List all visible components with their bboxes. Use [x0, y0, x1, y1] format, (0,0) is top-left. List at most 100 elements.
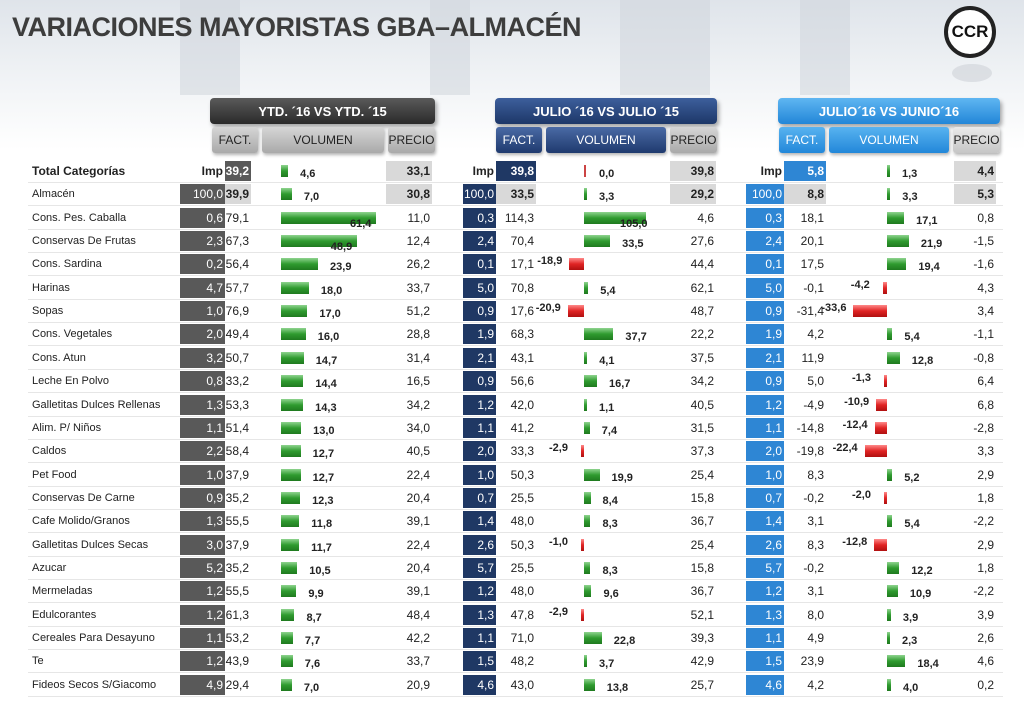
precio-value: 48,4	[406, 607, 430, 622]
table-row: Conservas De Carne 0,9 35,2 12,3 20,4 0,7 25,5…	[0, 487, 1024, 510]
volumen-bar-label: 16,7	[609, 378, 631, 391]
imp-value: 1,0	[180, 301, 225, 322]
volumen-bar	[281, 421, 302, 434]
imp-value: 0,8	[180, 371, 225, 392]
imp-value: 1,0	[180, 464, 225, 485]
category-label: Cons. Sardina	[32, 258, 102, 271]
header-background	[0, 0, 1024, 150]
table-row: Sopas 1,0 76,9 17,0 51,2 0,9 17,6 -20,9 48,7 0,9-…	[0, 301, 1024, 324]
precio-value: 22,2	[690, 327, 714, 342]
subheader-junio-volumen: VOLUMEN	[829, 127, 949, 153]
fact-value: -31,4	[796, 304, 824, 319]
imp-value: 0,2	[180, 254, 225, 275]
row-divider	[28, 275, 1003, 277]
fact-value: 25,5	[510, 560, 534, 575]
category-label: Te	[32, 655, 44, 668]
fact-value: 47,8	[510, 607, 534, 622]
imp-value: 1,5	[746, 651, 784, 672]
precio-value: 22,4	[406, 537, 430, 552]
imp-value: 5,0	[746, 277, 784, 298]
fact-value: 61,3	[225, 607, 249, 622]
imp-value: 1,3	[746, 604, 784, 625]
fact-value: 71,0	[510, 631, 534, 645]
volumen-bar	[584, 351, 588, 364]
group-header-junio: JULIO´16 VS JUNIO´16	[778, 98, 1000, 124]
volumen-bar-label: 12,7	[312, 448, 335, 461]
imp-value: 0,3	[746, 207, 784, 228]
volumen-bar	[887, 211, 905, 224]
precio-value: -2,8	[973, 420, 994, 435]
volumen-bar-label: 4,6	[300, 168, 316, 180]
row-divider	[28, 532, 1003, 534]
fact-value: 20,1	[800, 234, 824, 249]
volumen-bar-label: 3,9	[902, 611, 919, 624]
fact-value: 43,9	[225, 654, 249, 669]
volumen-bar	[281, 165, 289, 177]
fact-value: 67,3	[225, 234, 249, 249]
volumen-bar	[887, 678, 891, 691]
table-row: Galletitas Dulces Rellenas 1,3 53,3 14,3 34,…	[0, 394, 1024, 417]
precio-value: 34,2	[406, 397, 430, 412]
volumen-bar-label: 13,8	[606, 681, 629, 694]
precio-value: 33,1	[386, 161, 432, 181]
table-row: Edulcorantes 1,2 61,3 8,7 48,4 1,3 47,8 -2,9 52,…	[0, 604, 1024, 627]
imp-value: Imp	[201, 164, 223, 178]
precio-value: 51,2	[406, 304, 430, 319]
imp-value: 1,9	[463, 324, 496, 345]
precio-value: 0,8	[977, 210, 994, 225]
category-label: Cons. Pes. Caballa	[32, 211, 127, 224]
imp-value: 2,2	[180, 441, 225, 462]
precio-value: 4,3	[977, 280, 994, 295]
volumen-bar	[281, 211, 376, 224]
imp-value: 1,2	[463, 581, 496, 602]
volumen-bar-label: 12,2	[911, 564, 933, 577]
volumen-bar-label: 17,1	[916, 214, 938, 227]
volumen-bar	[581, 538, 584, 551]
volumen-bar-label: -2,9	[549, 442, 568, 455]
precio-value: -1,5	[973, 234, 994, 249]
imp-value: 100,0	[180, 184, 225, 205]
subheader-julio-volumen: VOLUMEN	[546, 127, 666, 153]
subheader-julio-precio: PRECIO	[670, 127, 717, 153]
group-header-ytd: YTD. ´16 VS YTD. ´15	[210, 98, 435, 124]
fact-value: 58,4	[225, 444, 249, 459]
volumen-bar-label: -22,4	[832, 442, 858, 455]
fact-value: 17,5	[800, 257, 824, 272]
fact-value: 8,3	[807, 467, 824, 482]
fact-value: 35,2	[225, 560, 249, 575]
precio-value: 4,6	[697, 210, 714, 225]
fact-value: 3,1	[807, 584, 824, 599]
imp-value: 0,9	[746, 301, 784, 322]
imp-value: Imp	[472, 164, 494, 178]
volumen-bar	[887, 561, 900, 574]
imp-value: 4,9	[180, 674, 225, 695]
volumen-bar	[281, 655, 293, 668]
precio-value: 36,7	[690, 584, 714, 599]
volumen-bar	[281, 585, 297, 598]
imp-value: 2,6	[746, 534, 784, 555]
precio-value: 12,4	[406, 234, 430, 249]
imp-value: 0,7	[463, 487, 496, 508]
background-decoration	[800, 0, 850, 95]
volumen-bar	[853, 305, 887, 318]
fact-value: 23,9	[800, 654, 824, 669]
imp-value: 5,7	[746, 557, 784, 578]
volumen-bar-label: 22,8	[613, 635, 636, 647]
row-divider	[28, 672, 1003, 674]
volumen-bar	[281, 445, 301, 458]
volumen-bar	[887, 258, 907, 271]
volumen-bar-label: 10,9	[909, 588, 932, 601]
volumen-bar	[884, 375, 887, 388]
volumen-bar	[281, 538, 300, 551]
imp-value: 100,0	[746, 184, 784, 205]
volumen-bar	[584, 281, 589, 294]
precio-value: 3,9	[977, 607, 994, 622]
fact-value: 37,9	[225, 467, 249, 482]
volumen-bar-label: 12,3	[312, 494, 334, 507]
precio-value: 26,2	[406, 257, 430, 272]
precio-value: 40,5	[690, 397, 714, 412]
fact-value: 114,3	[504, 210, 534, 225]
volumen-bar-label: -1,3	[852, 372, 871, 385]
precio-value: 4,4	[954, 161, 996, 181]
category-label: Edulcorantes	[32, 608, 97, 621]
